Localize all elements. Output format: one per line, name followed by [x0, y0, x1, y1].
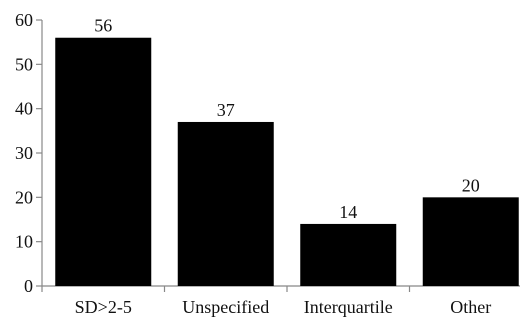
bar [300, 223, 397, 286]
bars [55, 37, 519, 286]
y-tick-label: 10 [15, 232, 33, 252]
bar [422, 197, 519, 286]
x-category-label: Interquartile [304, 297, 393, 317]
y-tick-label: 20 [15, 187, 33, 207]
bar [55, 37, 152, 286]
data-label: 20 [462, 175, 480, 195]
x-category-label: SD>2-5 [75, 297, 132, 317]
data-labels: 56 37 14 20 [94, 16, 480, 222]
y-tick-label: 30 [15, 143, 33, 163]
x-category-label: Other [450, 297, 491, 317]
y-axis: 0 10 20 30 40 50 60 [15, 10, 43, 296]
data-label: 37 [217, 100, 235, 120]
bar [177, 121, 274, 286]
data-label: 56 [94, 16, 112, 36]
x-labels: SD>2-5 Unspecified Interquartile Other [41, 286, 491, 317]
y-tick-label: 50 [15, 54, 33, 74]
y-tick-label: 0 [24, 276, 33, 296]
data-label: 14 [339, 202, 357, 222]
y-tick-label: 60 [15, 10, 33, 30]
y-ticks: 0 10 20 30 40 50 60 [15, 10, 42, 296]
y-tick-label: 40 [15, 99, 33, 119]
x-axis: SD>2-5 Unspecified Interquartile Other [41, 285, 520, 317]
x-category-label: Unspecified [182, 297, 269, 317]
